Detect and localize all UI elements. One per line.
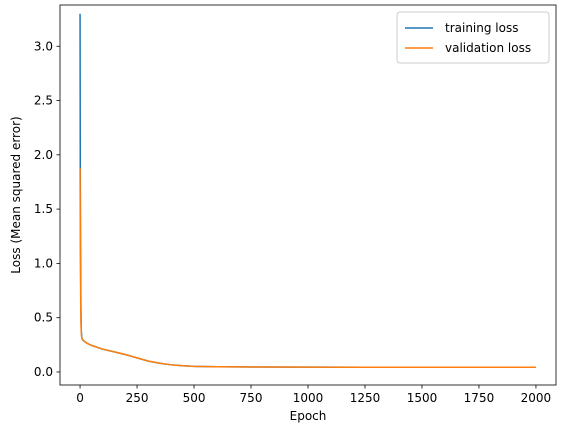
y-tick-label: 2.0 [34, 148, 53, 162]
y-tick-label: 0.0 [34, 365, 53, 379]
y-tick-label: 0.5 [34, 311, 53, 325]
x-tick-label: 500 [183, 391, 206, 405]
legend-label-validation-loss: validation loss [445, 41, 531, 55]
x-tick-label: 1250 [350, 391, 381, 405]
legend-label-training-loss: training loss [445, 21, 518, 35]
series-line-training-loss [79, 13, 536, 369]
x-tick-label: 250 [126, 391, 149, 405]
legend: training loss validation loss [396, 11, 550, 64]
x-tick-label: 1000 [293, 391, 324, 405]
x-tick-label: 0 [76, 391, 84, 405]
y-axis-label: Loss (Mean squared error) [9, 116, 23, 273]
x-axis-label: Epoch [290, 409, 327, 423]
y-tick-label: 2.5 [34, 94, 53, 108]
x-tick-label: 750 [240, 391, 263, 405]
x-tick-label: 1750 [464, 391, 495, 405]
y-axis: 0.0 0.5 1.0 1.5 2.0 2.5 3.0 [34, 39, 60, 379]
y-tick-label: 3.0 [34, 39, 53, 53]
series-layer [79, 13, 536, 369]
x-tick-label: 1500 [407, 391, 438, 405]
series-line-validation-loss [79, 167, 536, 369]
x-tick-label: 2000 [521, 391, 552, 405]
y-tick-label: 1.0 [34, 256, 53, 270]
legend-box [396, 11, 550, 64]
x-axis: 0 250 500 750 1000 1250 1500 1750 2000 [76, 385, 551, 405]
y-tick-label: 1.5 [34, 202, 53, 216]
